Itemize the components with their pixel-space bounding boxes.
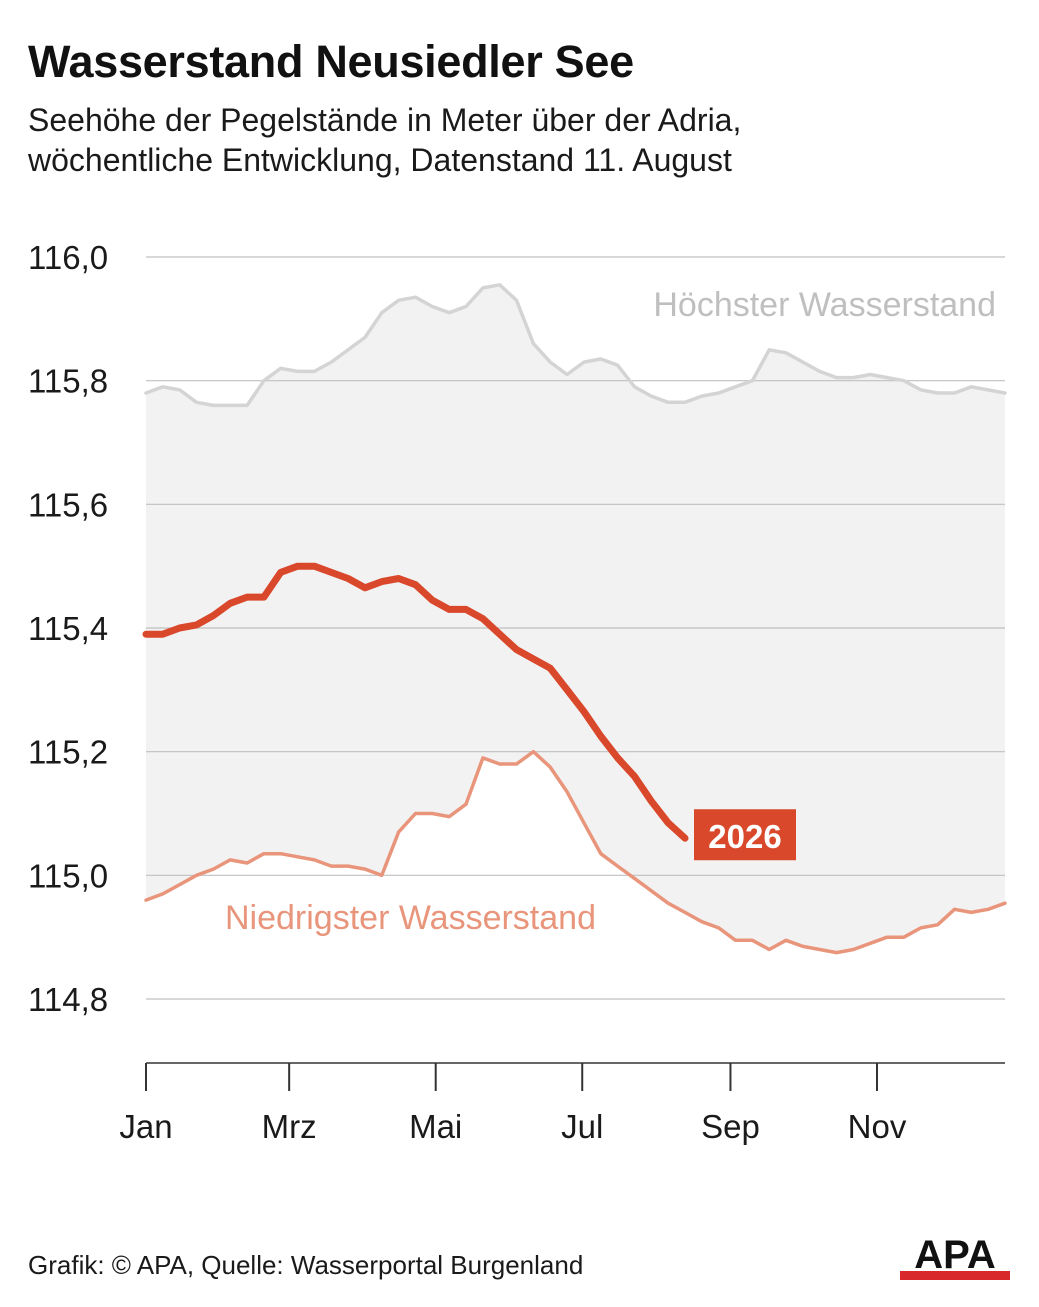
apa-logo: APA [900, 1235, 1010, 1280]
chart-title: Wasserstand Neusiedler See [28, 36, 634, 87]
y-tick-label: 115,6 [28, 486, 108, 523]
series-line-max [144, 283, 1007, 408]
subtitle-line-1: Seehöhe der Pegelstände in Meter über de… [28, 102, 742, 138]
y-tick-label: 114,8 [28, 981, 108, 1018]
x-tick-label: Sep [701, 1108, 760, 1145]
apa-logo-bar [900, 1271, 1010, 1280]
y-tick-label: 115,4 [28, 610, 108, 647]
range-area [146, 284, 1005, 953]
y-tick-label: 115,8 [28, 363, 108, 400]
series-group [142, 283, 1007, 955]
current-year-badge [694, 809, 796, 861]
y-tick-label: 116,0 [28, 239, 108, 276]
y-tick-label: 115,0 [28, 857, 108, 894]
x-tick-label: Jul [561, 1108, 603, 1145]
x-axis: Jan Mrz Mai Jul Sep Nov [119, 1062, 1005, 1145]
x-tick-label: Mai [409, 1108, 462, 1145]
label-highest-level: Höchster Wasserstand [653, 286, 996, 324]
x-tick-label: Mrz [262, 1108, 317, 1145]
subtitle-line-2: wöchentliche Entwicklung, Datenstand 11.… [28, 142, 732, 178]
x-tick-label: Jan [119, 1108, 172, 1145]
series-line-min [144, 749, 1007, 955]
label-lowest-level: Niedrigster Wasserstand [225, 899, 596, 937]
series-labels: Höchster Wasserstand Niedrigster Wasserst… [225, 286, 996, 937]
gridlines: 116,0 115,8 115,6 115,4 115,2 115,0 114,8 [28, 239, 1005, 1018]
chart-subtitle: Seehöhe der Pegelstände in Meter über de… [28, 100, 741, 180]
source-credit: Grafik: © APA, Quelle: Wasserportal Burg… [28, 1250, 584, 1280]
range-fill-group [146, 284, 1005, 953]
x-tick-label: Nov [848, 1108, 907, 1145]
apa-logo-wordmark: APA [914, 1235, 995, 1277]
series-line-current [142, 562, 689, 842]
current-year-label: 2026 [708, 818, 781, 855]
y-tick-label: 115,2 [28, 734, 108, 771]
